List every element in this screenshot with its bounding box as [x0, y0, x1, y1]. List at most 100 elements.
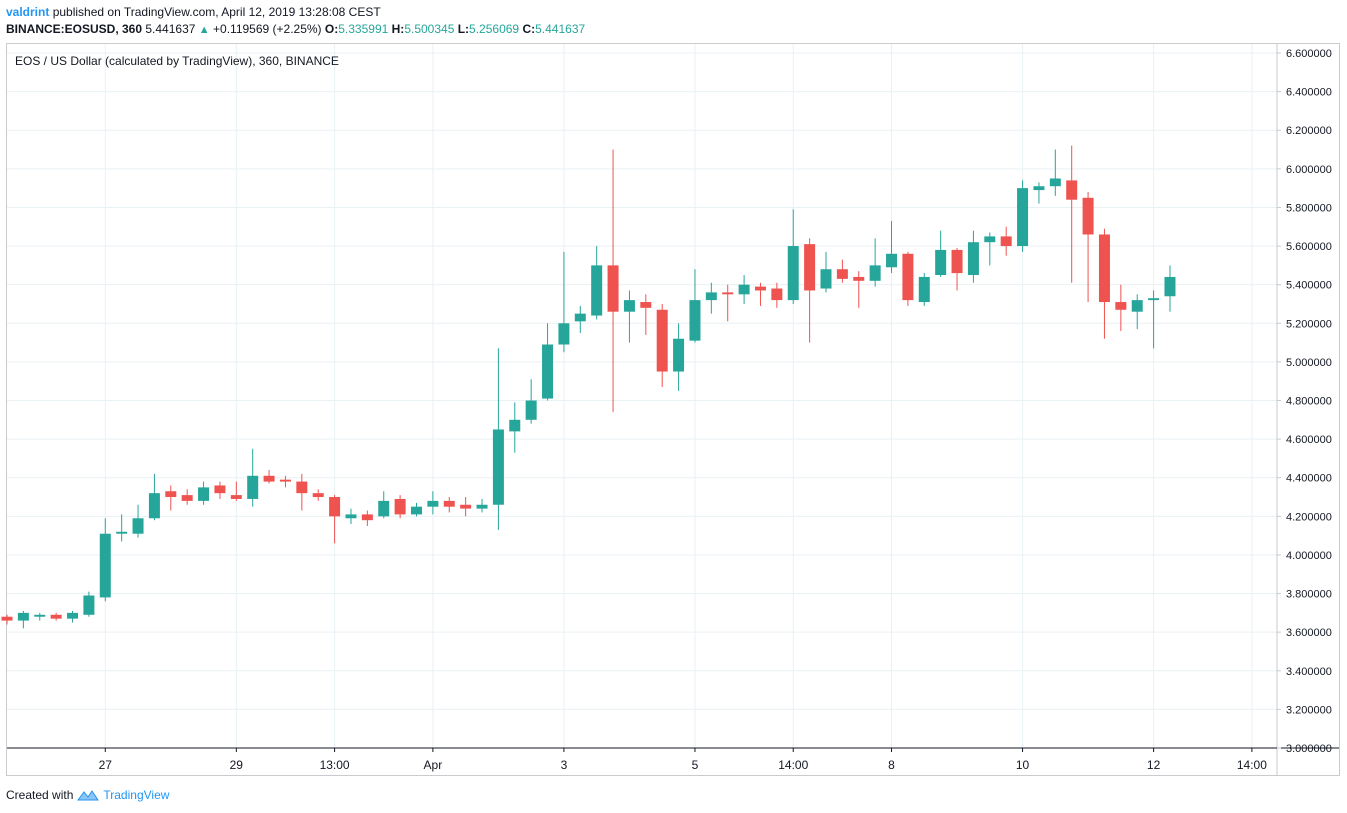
publish-line: valdrint published on TradingView.com, A…: [6, 5, 381, 19]
candle: [640, 294, 652, 335]
x-tick-label: Apr: [424, 758, 443, 772]
candle-body: [312, 493, 324, 498]
y-tick-label: 5.400000: [1286, 280, 1332, 292]
candle-body: [361, 514, 373, 521]
y-tick-label: 4.000000: [1286, 550, 1332, 562]
candle-body: [230, 495, 242, 499]
candle-body: [1017, 188, 1029, 247]
footer: Created with TradingView: [6, 788, 169, 802]
candle-body: [951, 249, 963, 274]
x-tick-label: 14:00: [1237, 758, 1267, 772]
candle: [230, 481, 242, 501]
candle-body: [247, 475, 259, 499]
candle: [1115, 284, 1127, 331]
open-label: O:: [324, 22, 339, 36]
author-link[interactable]: valdrint: [6, 5, 50, 19]
candle: [558, 251, 570, 353]
up-triangle-icon: ▲: [198, 24, 210, 36]
chart-title: EOS / US Dollar (calculated by TradingVi…: [15, 54, 339, 68]
symbol-label: BINANCE:EOSUSD, 360: [6, 22, 143, 36]
candle: [1066, 145, 1078, 283]
candle: [394, 495, 406, 519]
candle-body: [116, 531, 128, 534]
candle: [476, 498, 488, 513]
candle-body: [754, 286, 766, 291]
candle-body: [640, 302, 652, 308]
candle-body: [492, 429, 504, 505]
candle: [525, 379, 537, 424]
y-tick-label: 3.600000: [1286, 627, 1332, 639]
candle: [492, 348, 504, 530]
candle-body: [869, 265, 881, 281]
candle: [165, 485, 177, 511]
candle-body: [623, 300, 635, 312]
candle-body: [460, 504, 472, 509]
candle-body: [1115, 302, 1127, 310]
candle-body: [279, 479, 291, 482]
last-price: 5.441637: [145, 22, 196, 36]
candle-body: [198, 487, 210, 501]
candle: [50, 612, 62, 621]
candle: [296, 473, 308, 511]
candle: [1164, 265, 1176, 312]
candle-body: [591, 265, 603, 316]
candle: [853, 271, 865, 308]
candle: [116, 514, 128, 542]
x-tick-label: 29: [230, 758, 244, 772]
y-tick-label: 4.600000: [1286, 434, 1332, 446]
candle-body: [525, 400, 537, 420]
candle: [591, 246, 603, 320]
candle-body: [689, 300, 701, 341]
candle-body: [722, 292, 734, 295]
candle-body: [853, 276, 865, 281]
candle: [67, 610, 79, 623]
candle: [460, 497, 472, 517]
x-tick-label: 13:00: [320, 758, 350, 772]
candle: [951, 247, 963, 291]
y-tick-label: 5.600000: [1286, 241, 1332, 253]
chart-frame[interactable]: [6, 43, 1340, 776]
candle: [312, 489, 324, 501]
candle: [329, 495, 341, 544]
candle: [263, 470, 275, 484]
candle: [722, 284, 734, 322]
high-label: H:: [391, 22, 405, 36]
x-tick-label: 10: [1016, 758, 1030, 772]
candle: [869, 238, 881, 287]
brand-link[interactable]: TradingView: [103, 788, 170, 802]
candle-body: [558, 323, 570, 345]
candle-body: [1131, 300, 1143, 312]
candle-body: [902, 253, 914, 301]
ohlc-line: BINANCE:EOSUSD, 360 5.441637 ▲ +0.119569…: [6, 22, 585, 36]
y-tick-label: 3.200000: [1286, 704, 1332, 716]
candle: [1000, 226, 1012, 256]
candle: [607, 149, 619, 413]
candle-body: [738, 284, 750, 295]
low-label: L:: [457, 22, 470, 36]
high-value: 5.500345: [404, 22, 455, 36]
y-tick-label: 6.000000: [1286, 164, 1332, 176]
candle: [1017, 180, 1029, 252]
candle: [787, 209, 799, 304]
candle-body: [34, 614, 46, 617]
candle-body: [935, 249, 947, 276]
candle-body: [443, 500, 455, 507]
candle: [820, 251, 832, 293]
candle: [1, 614, 13, 625]
candle-body: [345, 514, 357, 519]
candle-body: [607, 265, 619, 312]
candle-body: [181, 495, 193, 501]
candle-body: [132, 518, 144, 534]
candle: [984, 232, 996, 266]
candle-body: [378, 500, 390, 517]
candle-body: [67, 612, 79, 619]
candle-body: [787, 246, 799, 301]
candle-body: [17, 612, 29, 621]
candle-body: [771, 288, 783, 301]
candle: [836, 259, 848, 283]
candle-body: [1082, 197, 1094, 235]
grid: [7, 44, 1277, 748]
candle: [1082, 192, 1094, 303]
candle-body: [99, 533, 111, 598]
